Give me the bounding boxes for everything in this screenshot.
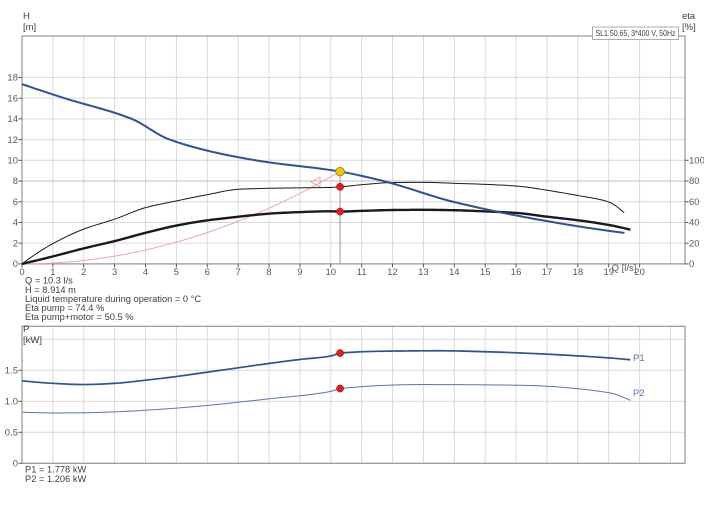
svg-text:P2 = 1.206 kW: P2 = 1.206 kW (25, 474, 86, 484)
svg-text:17: 17 (542, 267, 553, 278)
svg-text:0: 0 (13, 459, 18, 470)
svg-text:0: 0 (13, 259, 18, 270)
svg-text:1.5: 1.5 (5, 366, 18, 377)
svg-text:14: 14 (7, 114, 18, 125)
svg-text:4: 4 (143, 267, 148, 278)
svg-text:[m]: [m] (23, 22, 36, 33)
svg-text:eta: eta (682, 11, 696, 22)
svg-text:Q [l/s]: Q [l/s] (612, 263, 637, 274)
svg-text:P1 = 1.778 kW: P1 = 1.778 kW (25, 465, 86, 475)
svg-text:5: 5 (174, 267, 179, 278)
svg-text:2: 2 (13, 238, 18, 249)
svg-text:2: 2 (81, 267, 86, 278)
svg-text:60: 60 (689, 197, 700, 208)
svg-text:6: 6 (205, 267, 210, 278)
svg-text:8: 8 (266, 267, 271, 278)
svg-text:0: 0 (19, 267, 24, 278)
svg-text:[%]: [%] (682, 22, 696, 33)
svg-text:3: 3 (112, 267, 117, 278)
svg-text:4: 4 (13, 218, 18, 229)
svg-text:6: 6 (13, 197, 18, 208)
svg-text:18: 18 (573, 267, 584, 278)
svg-text:12: 12 (387, 267, 398, 278)
svg-text:40: 40 (689, 218, 700, 229)
svg-text:H: H (23, 11, 30, 22)
svg-text:7: 7 (236, 267, 241, 278)
svg-text:8: 8 (13, 176, 18, 187)
svg-text:P1: P1 (633, 353, 645, 364)
svg-text:P2: P2 (633, 388, 645, 399)
svg-text:[kW]: [kW] (23, 335, 42, 346)
svg-text:P: P (23, 324, 29, 335)
svg-text:10: 10 (7, 156, 18, 167)
svg-text:12: 12 (7, 135, 18, 146)
svg-text:18: 18 (7, 73, 18, 84)
svg-text:13: 13 (418, 267, 429, 278)
svg-text:0.5: 0.5 (5, 428, 18, 439)
svg-text:Eta pump+motor = 50.5 %: Eta pump+motor = 50.5 % (25, 312, 134, 322)
svg-text:20: 20 (689, 238, 700, 249)
svg-text:1.0: 1.0 (5, 397, 18, 408)
svg-text:0: 0 (689, 259, 694, 270)
svg-text:SL1.50.65, 3*400 V, 50Hz: SL1.50.65, 3*400 V, 50Hz (596, 28, 676, 38)
svg-text:80: 80 (689, 176, 700, 187)
svg-text:15: 15 (480, 267, 491, 278)
svg-text:100: 100 (689, 156, 704, 167)
svg-text:14: 14 (449, 267, 460, 278)
svg-text:16: 16 (7, 93, 18, 104)
svg-text:9: 9 (297, 267, 302, 278)
svg-text:11: 11 (357, 267, 367, 278)
svg-text:10: 10 (326, 267, 337, 278)
svg-text:16: 16 (511, 267, 522, 278)
